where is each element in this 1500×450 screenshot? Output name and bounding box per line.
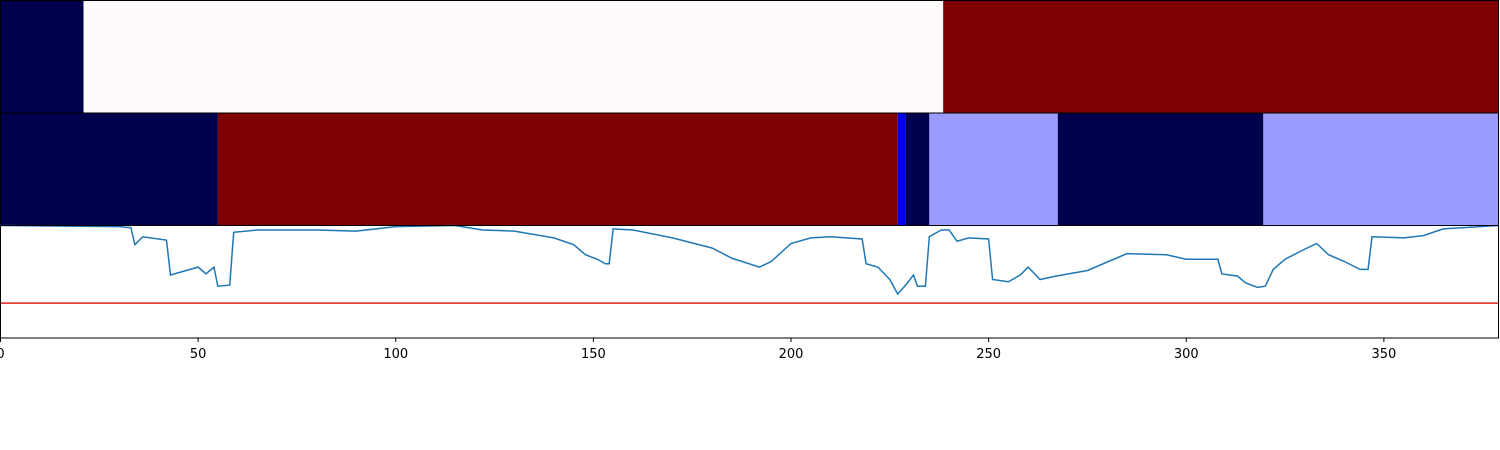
segment — [83, 0, 944, 113]
segment — [1263, 113, 1499, 226]
segment — [905, 113, 930, 226]
segment — [943, 0, 1499, 113]
x-tick-label: 50 — [190, 347, 207, 362]
panel-frame — [0, 225, 1499, 339]
segment — [929, 113, 1058, 226]
x-tick-label: 0 — [0, 347, 5, 362]
segment — [1057, 113, 1264, 226]
segment — [897, 113, 906, 226]
x-tick-label: 250 — [976, 347, 1001, 362]
segment — [217, 113, 898, 226]
x-tick-label: 350 — [1371, 347, 1396, 362]
data-line — [0, 224, 1499, 296]
segment — [0, 113, 218, 226]
x-tick-label: 150 — [581, 347, 606, 362]
x-tick-label: 300 — [1174, 347, 1199, 362]
x-tick-label: 100 — [383, 347, 408, 362]
x-tick-label: 200 — [779, 347, 804, 362]
segment — [0, 0, 84, 113]
